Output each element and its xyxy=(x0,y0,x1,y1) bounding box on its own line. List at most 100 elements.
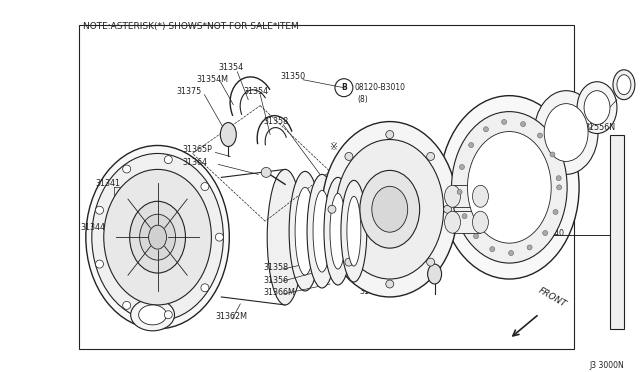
Ellipse shape xyxy=(104,169,211,305)
Circle shape xyxy=(261,167,271,177)
Text: 31354M: 31354M xyxy=(196,75,228,84)
Circle shape xyxy=(386,280,394,288)
Ellipse shape xyxy=(445,185,461,207)
Circle shape xyxy=(553,209,558,215)
Text: 31366M: 31366M xyxy=(263,288,295,298)
Bar xyxy=(79,25,574,349)
Ellipse shape xyxy=(267,169,303,305)
Ellipse shape xyxy=(577,82,617,134)
Circle shape xyxy=(427,258,435,266)
Text: 31364: 31364 xyxy=(182,158,207,167)
Ellipse shape xyxy=(341,180,367,282)
Circle shape xyxy=(490,247,495,251)
Text: 31528: 31528 xyxy=(524,163,550,172)
Text: 31362M: 31362M xyxy=(216,312,248,321)
Ellipse shape xyxy=(584,91,610,125)
Text: FRONT: FRONT xyxy=(537,286,568,309)
Text: (8): (8) xyxy=(358,95,369,104)
Circle shape xyxy=(345,258,353,266)
Ellipse shape xyxy=(452,112,567,263)
Ellipse shape xyxy=(139,305,166,325)
Ellipse shape xyxy=(86,145,229,329)
Text: ※: ※ xyxy=(329,142,337,153)
Ellipse shape xyxy=(131,299,175,331)
Circle shape xyxy=(444,205,452,213)
Text: 31362: 31362 xyxy=(397,177,423,186)
Ellipse shape xyxy=(472,211,488,233)
Circle shape xyxy=(509,251,513,256)
Circle shape xyxy=(550,152,555,157)
Ellipse shape xyxy=(289,171,321,291)
Text: 31365P: 31365P xyxy=(182,145,212,154)
Circle shape xyxy=(474,234,479,239)
Ellipse shape xyxy=(544,104,588,161)
Circle shape xyxy=(543,231,548,235)
Circle shape xyxy=(457,189,462,195)
Ellipse shape xyxy=(360,170,420,248)
Bar xyxy=(452,211,481,233)
Text: 31358: 31358 xyxy=(263,263,289,272)
Ellipse shape xyxy=(295,187,315,275)
Text: 31344: 31344 xyxy=(81,223,106,232)
Ellipse shape xyxy=(440,96,579,279)
Ellipse shape xyxy=(92,154,223,321)
Text: J3 3000N: J3 3000N xyxy=(589,361,624,370)
Ellipse shape xyxy=(617,75,631,94)
Circle shape xyxy=(164,311,172,319)
Ellipse shape xyxy=(534,91,598,174)
Circle shape xyxy=(201,284,209,292)
Text: 08120-B3010: 08120-B3010 xyxy=(355,83,406,92)
Circle shape xyxy=(95,206,104,214)
Circle shape xyxy=(468,142,474,148)
Circle shape xyxy=(427,153,435,160)
Circle shape xyxy=(328,205,336,213)
Text: 31375: 31375 xyxy=(360,288,385,296)
Text: 31375: 31375 xyxy=(177,87,202,96)
Circle shape xyxy=(460,164,465,170)
Circle shape xyxy=(123,301,131,310)
Circle shape xyxy=(538,133,543,138)
Text: 31356: 31356 xyxy=(263,276,289,285)
Ellipse shape xyxy=(372,186,408,232)
Circle shape xyxy=(95,260,104,268)
Text: B: B xyxy=(341,83,347,92)
Bar xyxy=(452,185,481,207)
Text: 31366: 31366 xyxy=(497,208,522,217)
Ellipse shape xyxy=(613,70,635,100)
Ellipse shape xyxy=(220,122,236,147)
Ellipse shape xyxy=(313,190,331,272)
Text: 31354: 31354 xyxy=(218,63,243,72)
Ellipse shape xyxy=(324,177,352,285)
Circle shape xyxy=(123,165,131,173)
Ellipse shape xyxy=(140,214,175,260)
Circle shape xyxy=(345,153,353,160)
Ellipse shape xyxy=(445,211,461,233)
Circle shape xyxy=(386,131,394,138)
Ellipse shape xyxy=(148,225,166,249)
Text: 31556N: 31556N xyxy=(584,123,615,132)
Ellipse shape xyxy=(322,122,458,297)
Text: *: * xyxy=(383,209,388,219)
Ellipse shape xyxy=(428,264,442,284)
Circle shape xyxy=(462,214,467,219)
Circle shape xyxy=(483,127,488,132)
Text: 31340: 31340 xyxy=(540,229,564,238)
Circle shape xyxy=(556,176,561,181)
Circle shape xyxy=(216,233,223,241)
Text: 31358: 31358 xyxy=(263,117,289,126)
Ellipse shape xyxy=(347,196,361,266)
Text: NOTE:ASTERISK(*) SHOWS*NOT FOR SALE*ITEM: NOTE:ASTERISK(*) SHOWS*NOT FOR SALE*ITEM xyxy=(83,22,299,31)
Circle shape xyxy=(201,183,209,190)
Ellipse shape xyxy=(330,193,346,269)
Ellipse shape xyxy=(336,140,444,279)
Circle shape xyxy=(164,155,172,164)
Circle shape xyxy=(520,122,525,126)
Ellipse shape xyxy=(472,185,488,207)
Text: 31341: 31341 xyxy=(96,179,121,188)
Text: 31555N: 31555N xyxy=(549,145,580,154)
Circle shape xyxy=(527,245,532,250)
Ellipse shape xyxy=(307,174,337,288)
Text: 31350: 31350 xyxy=(280,72,305,81)
Bar xyxy=(610,135,624,329)
Text: 31354: 31354 xyxy=(243,87,268,96)
